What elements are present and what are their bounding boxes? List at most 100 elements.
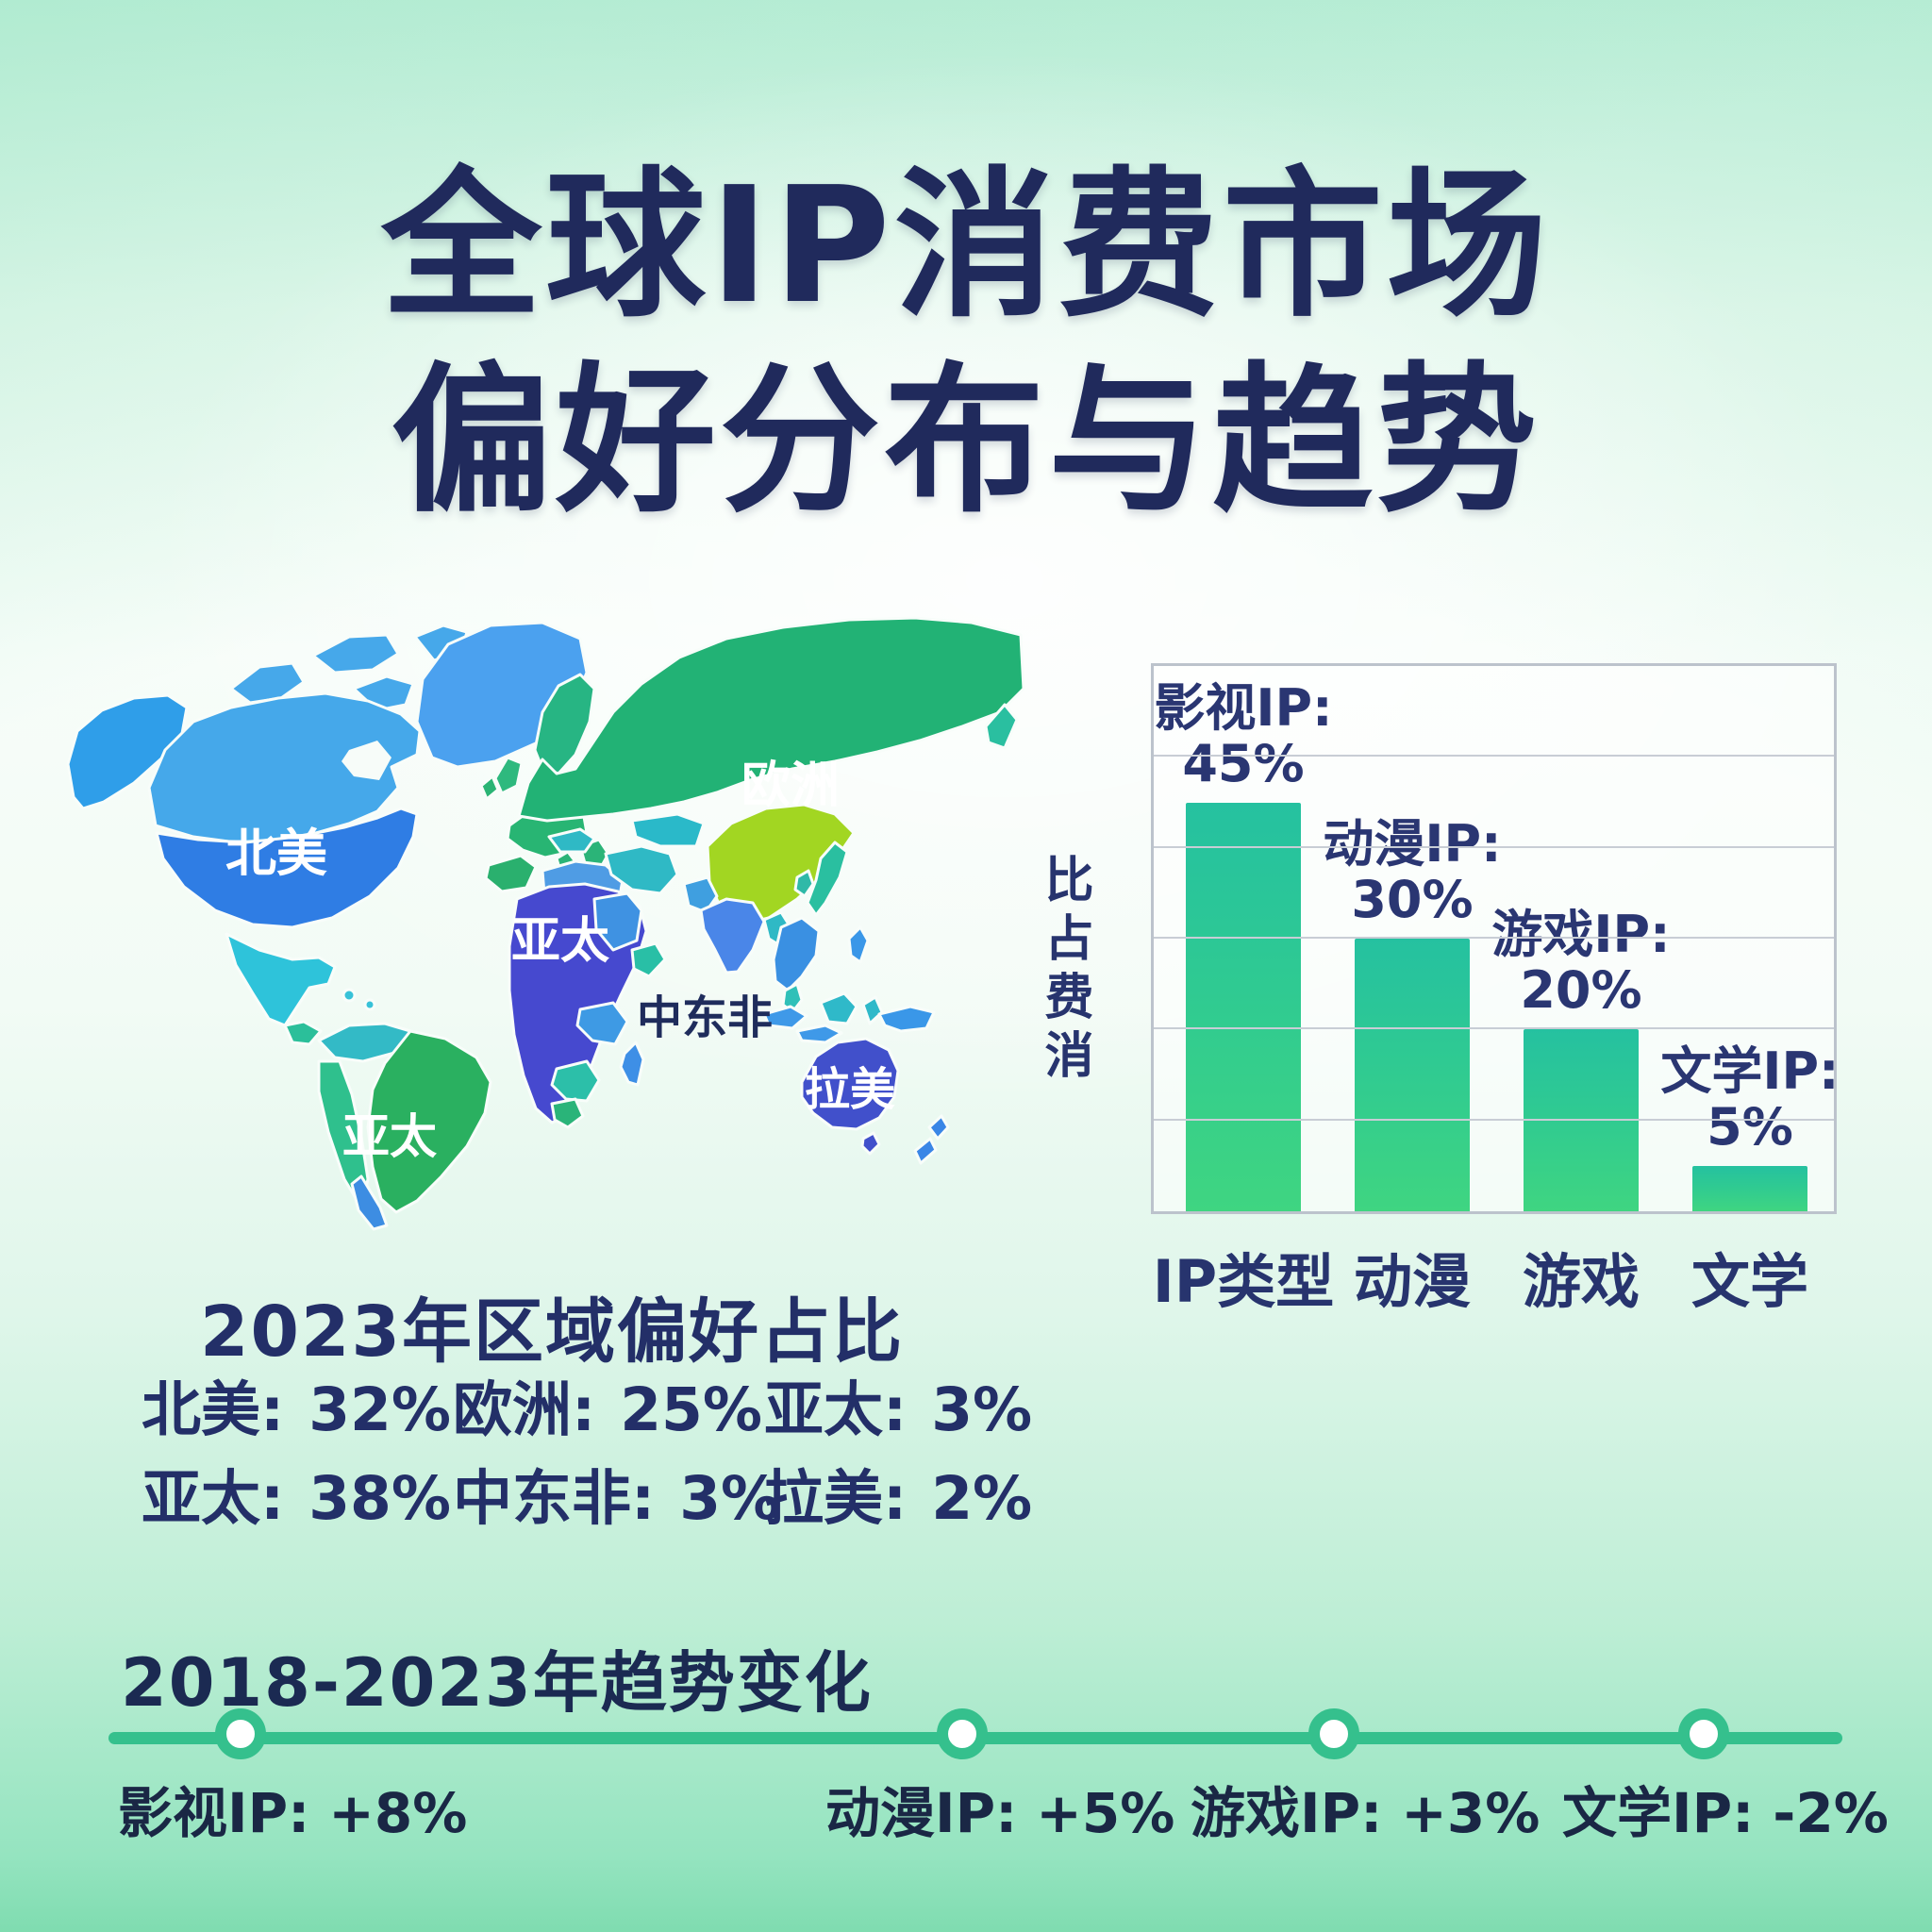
region-stats-title: 2023年区域偏好占比 (200, 1291, 904, 1373)
map-africa-ne (592, 891, 643, 952)
stat-value: 2% (931, 1464, 1033, 1533)
trend-item-film: 影视IP: +8% (118, 1769, 467, 1848)
map-australia (800, 1037, 900, 1131)
bar-annotation-value: 5% (1707, 1096, 1793, 1157)
map-iran (604, 844, 679, 895)
stat-apac-small: 亚太: 3% (764, 1362, 1032, 1448)
map-new-zealand (927, 1114, 950, 1141)
map-india (699, 897, 766, 974)
stat-label: 中东非: (453, 1464, 656, 1533)
trend-label-text: 动漫IP: (825, 1781, 1018, 1845)
trend-node-game (1308, 1708, 1359, 1759)
stat-north-america: 北美: 32% (142, 1362, 451, 1448)
stat-europe: 欧洲: 25% (453, 1362, 762, 1448)
map-hudson-bay (341, 741, 391, 780)
gridline (1154, 755, 1834, 758)
map-indochina (772, 916, 821, 992)
map-caribbean (363, 998, 376, 1011)
page-title-line1: 全球IP消费市场 (381, 153, 1551, 340)
map-sulawesi (861, 995, 884, 1025)
map-central-america (283, 1020, 323, 1046)
map-malaya (781, 982, 804, 1014)
map-tasmania (860, 1131, 881, 1156)
bar-annotation-value: 45% (1182, 733, 1305, 793)
x-axis-label-game: 游戏 (1522, 1247, 1640, 1316)
map-label-north-america: 北美 (225, 824, 327, 883)
bar-annotation-label: 文学IP: (1660, 1041, 1840, 1101)
map-label-latam: 拉美 (805, 1063, 895, 1116)
map-label-mea: 中东非 (637, 991, 773, 1044)
bar-annotation-label: 游戏IP: (1491, 905, 1671, 965)
trend-label-text: 文学IP: (1562, 1781, 1755, 1845)
trend-value: +8% (328, 1781, 468, 1845)
map-ireland (479, 774, 500, 801)
trend-item-game: 游戏IP: +3% (1191, 1769, 1540, 1848)
stat-mea: 中东非: 3% (453, 1451, 780, 1537)
trend-node-anime (937, 1708, 988, 1759)
map-sumatra (762, 1005, 808, 1030)
bar-chart-y-axis-label: 比占费消 (1036, 854, 1092, 1088)
gridline (1154, 1118, 1834, 1121)
map-arctic-island (311, 633, 400, 675)
map-label-africa-apac: 亚太 (511, 913, 609, 970)
bar-film (1186, 802, 1301, 1211)
map-mexico (225, 932, 337, 1027)
bar-annotation-literature: 文学IP: 5% (1599, 1043, 1901, 1155)
map-usa (155, 807, 419, 929)
stat-value: 3% (931, 1375, 1033, 1444)
stat-latam: 拉美: 2% (764, 1451, 1032, 1537)
map-iberia (484, 854, 538, 893)
trend-label-text: 影视IP: (118, 1781, 310, 1845)
bar-anime (1355, 939, 1470, 1211)
bar-annotation-value: 20% (1520, 960, 1642, 1021)
map-central-asia (630, 812, 706, 848)
map-south-cone (350, 1174, 389, 1231)
stat-value: 38% (308, 1464, 451, 1533)
page-title: 全球IP消费市场 偏好分布与趋势 (0, 149, 1932, 540)
map-korea (793, 869, 815, 898)
map-africa-central (575, 1001, 629, 1046)
map-borneo (819, 991, 858, 1025)
stat-label: 拉美: (764, 1464, 908, 1533)
map-russia (517, 616, 1025, 823)
trend-value: -2% (1773, 1781, 1889, 1845)
bar-annotation-label: 动漫IP: (1323, 814, 1502, 874)
stat-label: 亚太: (764, 1375, 908, 1444)
map-java (795, 1024, 843, 1044)
page-title-line2: 偏好分布与趋势 (391, 348, 1541, 535)
map-uk (493, 756, 524, 795)
bar-annotation-film: 影视IP: 45% (1092, 680, 1394, 791)
bar-annotation-game: 游戏IP: 20% (1430, 907, 1732, 1018)
trend-item-anime: 动漫IP: +5% (825, 1769, 1174, 1848)
trend-value: +3% (1401, 1781, 1541, 1845)
x-axis-label-anime: 动漫 (1353, 1247, 1471, 1316)
map-brazil (366, 1029, 492, 1214)
map-madagascar (619, 1041, 645, 1087)
map-philippines (847, 925, 870, 964)
gridline (1154, 845, 1834, 848)
stat-value: 25% (620, 1375, 762, 1444)
trend-value: +5% (1036, 1781, 1175, 1845)
x-axis-label-literature: 文学 (1690, 1247, 1808, 1316)
x-axis-label-film: IP类型 (1152, 1247, 1335, 1316)
map-label-south-america-apac: 亚太 (342, 1109, 437, 1164)
map-alaska (66, 693, 189, 810)
gridline (1154, 937, 1834, 939)
trend-node-literature (1678, 1708, 1729, 1759)
bar-annotation-label: 影视IP: (1154, 677, 1333, 738)
trend-label-text: 游戏IP: (1191, 1781, 1383, 1845)
stat-apac: 亚太: 38% (142, 1451, 451, 1537)
bar-literature (1692, 1165, 1807, 1211)
gridline (1154, 1027, 1834, 1030)
map-africa-tip (550, 1097, 585, 1129)
stat-label: 亚太: (142, 1464, 285, 1533)
stat-value: 3% (679, 1464, 781, 1533)
bar-annotation-value: 30% (1351, 870, 1474, 929)
trend-node-film (215, 1708, 266, 1759)
trend-item-literature: 文学IP: -2% (1562, 1769, 1889, 1848)
stat-label: 北美: (142, 1375, 285, 1444)
map-africa-horn (630, 941, 667, 978)
stat-value: 32% (308, 1375, 451, 1444)
bar-game (1524, 1029, 1639, 1211)
map-turkey (547, 827, 596, 854)
